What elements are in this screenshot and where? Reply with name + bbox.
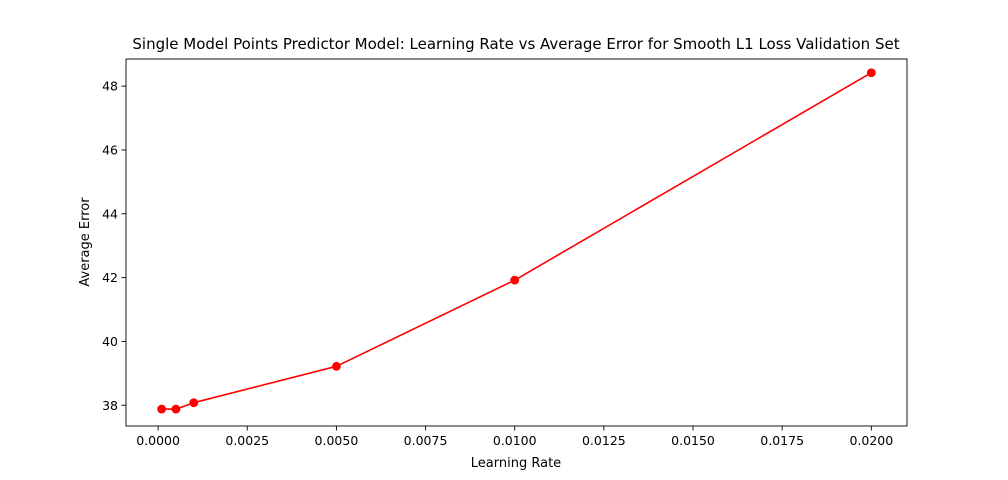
plot-area: 0.0000 0.0025 0.0050 0.0075 0.0100 0.0125 0.01… [102, 58, 908, 448]
axes-frame [125, 58, 908, 427]
data-point [189, 398, 199, 408]
x-tick-label: 0.0050 [315, 433, 359, 448]
x-tick-label: 0.0175 [760, 433, 804, 448]
series-line [161, 72, 872, 410]
y-tick-label: 42 [102, 270, 118, 285]
y-tick-label: 48 [102, 79, 118, 94]
y-tick-label: 46 [102, 142, 118, 157]
y-tick-label: 38 [102, 398, 118, 413]
y-axis-label: Average Error [78, 197, 93, 287]
x-tick-label: 0.0025 [225, 433, 269, 448]
data-point [157, 404, 167, 414]
x-tick-label: 0.0075 [404, 433, 448, 448]
x-tick-label: 0.0125 [582, 433, 626, 448]
data-point [332, 361, 341, 371]
y-tick-label: 40 [102, 334, 118, 349]
data-point [866, 68, 876, 78]
data-point [510, 275, 520, 285]
y-tick-label: 44 [102, 206, 118, 221]
chart-title: Single Model Points Predictor Model: Lea… [132, 35, 899, 53]
x-tick-label: 0.0000 [136, 433, 180, 448]
x-tick-label: 0.0150 [671, 433, 715, 448]
data-point [171, 404, 181, 414]
x-tick-label: 0.0100 [493, 433, 537, 448]
x-tick-label: 0.0200 [849, 433, 893, 448]
x-axis-label: Learning Rate [471, 456, 561, 471]
